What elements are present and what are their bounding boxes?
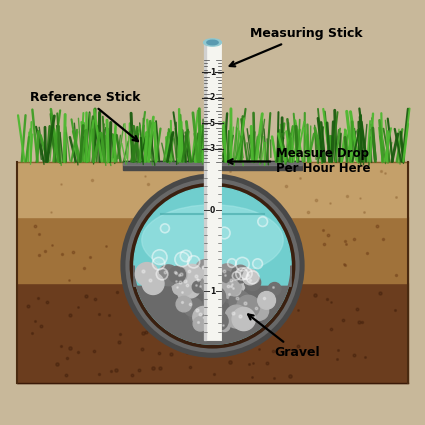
Circle shape — [232, 265, 249, 283]
Circle shape — [177, 272, 200, 296]
Circle shape — [258, 292, 275, 309]
Circle shape — [170, 267, 187, 283]
Circle shape — [237, 295, 260, 318]
Circle shape — [243, 269, 258, 285]
Circle shape — [206, 243, 221, 258]
Circle shape — [188, 268, 210, 291]
Circle shape — [249, 301, 269, 320]
Circle shape — [236, 268, 248, 280]
Circle shape — [187, 256, 200, 268]
Circle shape — [226, 281, 240, 295]
Circle shape — [175, 252, 190, 266]
Circle shape — [174, 270, 188, 285]
Circle shape — [198, 310, 217, 329]
Ellipse shape — [204, 39, 221, 46]
Circle shape — [240, 268, 252, 279]
Circle shape — [184, 298, 202, 317]
Circle shape — [201, 263, 221, 282]
Circle shape — [210, 312, 228, 330]
Circle shape — [232, 307, 255, 331]
Circle shape — [253, 259, 263, 269]
Circle shape — [153, 258, 165, 270]
Circle shape — [181, 278, 200, 298]
Text: Measuring Stick: Measuring Stick — [230, 28, 362, 66]
Text: 5: 5 — [210, 119, 215, 128]
Text: 1: 1 — [210, 286, 215, 296]
Circle shape — [221, 278, 241, 299]
Bar — [17, 217, 408, 283]
Circle shape — [228, 280, 239, 291]
Circle shape — [207, 264, 221, 277]
Circle shape — [216, 264, 238, 286]
Circle shape — [258, 217, 268, 227]
Circle shape — [218, 227, 230, 239]
Circle shape — [246, 271, 259, 284]
Ellipse shape — [142, 205, 283, 275]
Bar — [204, 42, 207, 340]
Circle shape — [196, 281, 207, 293]
Text: Gravel: Gravel — [248, 314, 320, 359]
Circle shape — [172, 277, 183, 288]
Bar — [204, 42, 221, 340]
Circle shape — [130, 183, 295, 348]
Circle shape — [244, 275, 261, 291]
Circle shape — [176, 296, 192, 312]
Circle shape — [205, 286, 226, 307]
Circle shape — [142, 273, 164, 295]
Circle shape — [268, 283, 281, 295]
Circle shape — [201, 276, 217, 292]
Circle shape — [173, 266, 196, 289]
Circle shape — [192, 274, 208, 290]
Circle shape — [156, 268, 168, 280]
Circle shape — [189, 301, 212, 325]
Circle shape — [210, 276, 226, 291]
Bar — [17, 162, 408, 217]
Circle shape — [178, 288, 190, 300]
Circle shape — [232, 272, 241, 280]
Circle shape — [195, 259, 217, 282]
Text: 1: 1 — [210, 68, 215, 77]
Polygon shape — [134, 266, 291, 344]
Circle shape — [182, 264, 202, 284]
Circle shape — [229, 291, 250, 312]
Circle shape — [206, 270, 221, 285]
Ellipse shape — [207, 40, 218, 45]
Circle shape — [172, 274, 194, 296]
Circle shape — [192, 281, 204, 293]
Circle shape — [152, 250, 167, 264]
Circle shape — [193, 306, 215, 328]
Bar — [17, 283, 408, 382]
Bar — [123, 161, 302, 170]
Circle shape — [236, 258, 249, 271]
Circle shape — [134, 187, 291, 344]
Circle shape — [227, 259, 236, 267]
Circle shape — [135, 263, 159, 286]
Circle shape — [225, 305, 248, 328]
Text: Reference Stick: Reference Stick — [30, 91, 140, 141]
Text: 2: 2 — [210, 93, 215, 102]
Bar — [123, 162, 302, 165]
Circle shape — [158, 265, 179, 286]
Circle shape — [215, 267, 221, 273]
Circle shape — [219, 321, 230, 332]
Text: Measure Drop
Per Hour Here: Measure Drop Per Hour Here — [228, 147, 370, 176]
Text: 0: 0 — [210, 206, 215, 215]
Circle shape — [180, 250, 192, 261]
Circle shape — [206, 304, 223, 321]
Circle shape — [224, 289, 238, 303]
Circle shape — [169, 266, 185, 283]
Circle shape — [229, 284, 241, 296]
Circle shape — [193, 317, 207, 331]
Circle shape — [193, 275, 204, 286]
Circle shape — [221, 271, 232, 283]
Circle shape — [173, 283, 184, 295]
Text: 3: 3 — [210, 144, 215, 153]
Circle shape — [202, 314, 212, 324]
Circle shape — [223, 272, 246, 295]
Circle shape — [161, 224, 170, 233]
